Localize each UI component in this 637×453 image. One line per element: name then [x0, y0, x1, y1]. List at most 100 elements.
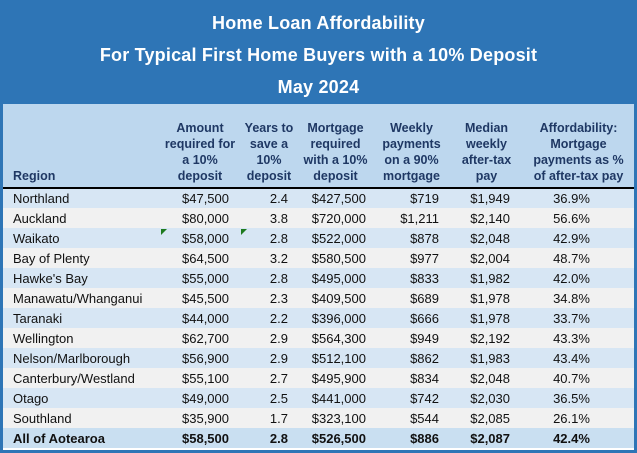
value-cell[interactable]: 36.5% — [553, 390, 590, 406]
value-cell[interactable]: 2.9 — [269, 330, 288, 346]
value-cell[interactable]: $2,192 — [470, 330, 510, 346]
value-cell[interactable]: 2.8 — [269, 430, 288, 446]
value-cell[interactable]: 48.7% — [553, 250, 590, 266]
table-row: Manawatu/Whanganui $45,500 2.3 $409,500 $689… — [3, 288, 634, 308]
value-cell[interactable]: $886 — [410, 430, 439, 446]
value-cell[interactable]: $522,000 — [311, 230, 366, 246]
value-cell[interactable]: $495,000 — [311, 270, 366, 286]
value-cell[interactable]: 2.4 — [269, 191, 288, 206]
column-header-weekly-payments: Weekly payments on a 90% mortgage — [373, 104, 450, 189]
region-cell[interactable]: Hawke's Bay — [13, 270, 88, 286]
value-cell[interactable]: $1,983 — [470, 350, 510, 366]
value-cell[interactable]: 33.7% — [553, 310, 590, 326]
value-cell[interactable]: 43.3% — [553, 330, 590, 346]
value-cell[interactable]: $45,500 — [182, 290, 229, 306]
value-cell[interactable]: $862 — [410, 350, 439, 366]
value-cell[interactable]: $833 — [410, 270, 439, 286]
value-cell[interactable]: $1,978 — [470, 290, 510, 306]
value-cell[interactable]: $949 — [410, 330, 439, 346]
value-cell[interactable]: $666 — [410, 310, 439, 326]
value-cell[interactable]: $80,000 — [182, 210, 229, 226]
value-cell[interactable]: 2.8 — [240, 228, 298, 248]
value-cell[interactable]: 3.2 — [269, 250, 288, 266]
value-cell[interactable]: 2.5 — [269, 390, 288, 406]
title-banner: Home Loan Affordability For Typical Firs… — [3, 3, 634, 104]
value-cell[interactable]: $427,500 — [311, 191, 366, 206]
value-cell[interactable]: $1,982 — [470, 270, 510, 286]
value-cell[interactable]: $2,048 — [470, 230, 510, 246]
value-cell[interactable]: $58,000 — [160, 228, 240, 248]
value-cell[interactable]: $526,500 — [311, 430, 366, 446]
report-date: May 2024 — [277, 76, 360, 97]
value-cell[interactable]: $878 — [410, 230, 439, 246]
value-cell[interactable]: $742 — [410, 390, 439, 406]
value-cell[interactable]: $2,048 — [470, 370, 510, 386]
value-cell[interactable]: $544 — [410, 410, 439, 426]
value-cell[interactable]: $44,000 — [182, 310, 229, 326]
value-cell[interactable]: 43.4% — [553, 350, 590, 366]
value-cell[interactable]: $2,140 — [470, 210, 510, 226]
value-cell[interactable]: 42.4% — [553, 430, 590, 446]
region-cell[interactable]: Waikato — [13, 230, 60, 246]
value-cell[interactable]: $56,900 — [182, 350, 229, 366]
value-cell[interactable]: $1,949 — [470, 191, 510, 206]
value-cell[interactable]: $2,087 — [470, 430, 510, 446]
value-cell[interactable]: $689 — [410, 290, 439, 306]
value-cell[interactable]: $396,000 — [311, 310, 366, 326]
table-row: Waikato $58,000 2.8 $522,000 $878 $2,048 42.9% — [3, 228, 634, 248]
page-subtitle: For Typical First Home Buyers with a 10%… — [99, 44, 538, 65]
value-cell[interactable]: 2.2 — [269, 310, 288, 326]
value-cell[interactable]: $323,100 — [311, 410, 366, 426]
value-cell[interactable]: $47,500 — [182, 191, 229, 206]
value-cell[interactable]: $1,978 — [470, 310, 510, 326]
value-cell[interactable]: 26.1% — [553, 410, 590, 426]
value-cell[interactable]: 3.8 — [269, 210, 288, 226]
value-cell[interactable]: $977 — [410, 250, 439, 266]
value-cell[interactable]: $49,000 — [182, 390, 229, 406]
region-cell[interactable]: Canterbury/Westland — [13, 370, 135, 386]
affordability-table: Region Amount required for a 10% deposit… — [3, 104, 634, 448]
region-cell[interactable]: All of Aotearoa — [13, 430, 105, 446]
value-cell[interactable]: $409,500 — [311, 290, 366, 306]
column-header-mortgage-required: Mortgage required with a 10% deposit — [298, 104, 373, 189]
value-cell[interactable]: $35,900 — [182, 410, 229, 426]
value-cell[interactable]: $58,500 — [182, 430, 229, 446]
value-cell[interactable]: $512,100 — [311, 350, 366, 366]
value-cell[interactable]: $1,211 — [400, 210, 439, 226]
value-cell[interactable]: $834 — [410, 370, 439, 386]
value-cell[interactable]: $564,300 — [311, 330, 366, 346]
value-cell[interactable]: $580,500 — [311, 250, 366, 266]
value-cell[interactable]: $2,004 — [470, 250, 510, 266]
value-cell[interactable]: $441,000 — [311, 390, 366, 406]
region-cell[interactable]: Auckland — [13, 210, 67, 226]
value-cell[interactable]: 36.9% — [553, 191, 590, 206]
region-cell[interactable]: Manawatu/Whanganui — [13, 290, 143, 306]
value-cell[interactable]: $64,500 — [182, 250, 229, 266]
value-cell[interactable]: $55,100 — [182, 370, 229, 386]
value-cell[interactable]: $720,000 — [311, 210, 366, 226]
region-cell[interactable]: Otago — [13, 390, 49, 406]
region-cell[interactable]: Northland — [13, 191, 70, 206]
value-cell[interactable]: $55,000 — [182, 270, 229, 286]
region-cell[interactable]: Southland — [13, 410, 72, 426]
value-cell[interactable]: $495,900 — [311, 370, 366, 386]
value-cell[interactable]: 2.9 — [269, 350, 288, 366]
value-cell[interactable]: 2.8 — [269, 270, 288, 286]
column-header-affordability: Affordability: Mortgage payments as % of… — [523, 104, 634, 189]
value-cell[interactable]: $2,030 — [470, 390, 510, 406]
region-cell[interactable]: Wellington — [13, 330, 74, 346]
value-cell[interactable]: 1.7 — [269, 410, 288, 426]
value-cell[interactable]: 34.8% — [553, 290, 590, 306]
region-cell[interactable]: Bay of Plenty — [13, 250, 90, 266]
region-cell[interactable]: Nelson/Marlborough — [13, 350, 131, 366]
value-cell[interactable]: 2.3 — [269, 290, 288, 306]
value-cell[interactable]: 56.6% — [553, 210, 590, 226]
value-cell[interactable]: $62,700 — [182, 330, 229, 346]
value-cell[interactable]: $719 — [410, 191, 439, 206]
value-cell[interactable]: 42.0% — [553, 270, 590, 286]
value-cell[interactable]: 2.7 — [269, 370, 288, 386]
value-cell[interactable]: 42.9% — [553, 230, 590, 246]
value-cell[interactable]: $2,085 — [470, 410, 510, 426]
region-cell[interactable]: Taranaki — [13, 310, 63, 326]
value-cell[interactable]: 40.7% — [553, 370, 590, 386]
